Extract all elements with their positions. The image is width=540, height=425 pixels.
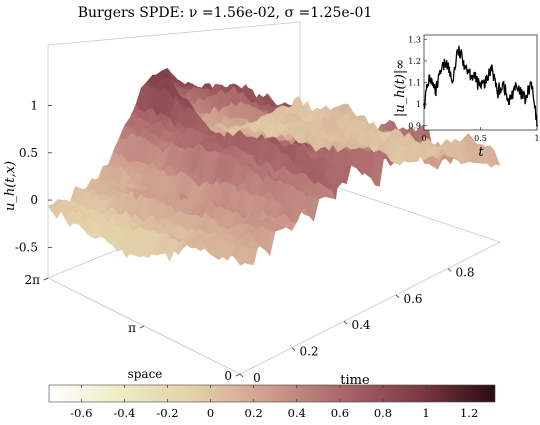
box-edge-floor-front: [240, 242, 500, 374]
time-tick-mark: [448, 268, 451, 271]
time-tick-mark: [240, 374, 243, 377]
inset-data-point: [525, 99, 527, 101]
colorbar-tick-label: -0.6: [70, 406, 92, 420]
space-tick-mark: [44, 278, 48, 280]
inset-data-point: [530, 82, 532, 84]
colorbar: -0.6 -0.4 -0.2 0 0.2 0.4 0.6 0.8 1 1.2: [49, 385, 495, 420]
time-tick-label: 0.4: [351, 318, 370, 332]
inset-data-point: [423, 103, 425, 105]
inset-data-point: [491, 64, 493, 66]
time-tick-label: 0.6: [403, 292, 422, 306]
inset-data-point: [451, 82, 453, 84]
inset-data-point: [519, 92, 521, 94]
inset-data-point: [485, 82, 487, 84]
colorbar-tick-label: 0.8: [374, 406, 392, 420]
inset-data-point: [474, 77, 476, 79]
time-tick-label: 0.8: [455, 265, 474, 279]
inset-data-point: [536, 125, 538, 127]
chart-title: Burgers SPDE: ν =1.56e-02, σ =1.25e-01: [78, 5, 373, 21]
inset-data-point: [434, 92, 436, 94]
z-tick-label: -0.5: [15, 240, 38, 254]
colorbar-tick-label: -0.4: [113, 406, 135, 420]
colorbar-tick-label: 0.6: [331, 406, 349, 420]
inset-data-point: [502, 82, 504, 84]
z-axis-ticks: -0.5 0 0.5 1: [15, 99, 52, 255]
box-edge-top-back: [48, 22, 300, 45]
inset-x-tick-label: 0.5: [474, 134, 487, 143]
space-axis-label: space: [128, 367, 163, 381]
inset-y-tick-label: 1.1: [408, 79, 421, 88]
inset-data-point: [480, 86, 482, 88]
inset-y-tick-label: 1.2: [408, 57, 421, 66]
inset-y-tick-label: 1.3: [408, 35, 421, 44]
inset-x-tick-label: 0: [421, 134, 426, 143]
z-axis-label: u_h(t,x): [3, 161, 18, 211]
inset-x-tick-label: 1: [534, 134, 539, 143]
inset-data-point: [514, 86, 516, 88]
z-tick-label: 0: [30, 193, 38, 207]
colorbar-tick-label: 0: [207, 406, 214, 420]
time-tick-label: 0.2: [299, 345, 318, 359]
z-tick-label: 1: [30, 99, 38, 113]
time-tick-mark: [344, 321, 347, 324]
inset-data-point: [468, 71, 470, 73]
inset-y-label: |u_h(t)|∞: [393, 59, 408, 117]
surface-patch: [321, 106, 331, 111]
time-tick-mark: [396, 295, 399, 298]
colorbar-tick-label: 0.2: [245, 406, 263, 420]
colorbar-tick-label: 0.4: [288, 406, 306, 420]
colorbar-tick-label: 1: [422, 406, 429, 420]
inset-x-label: t: [478, 145, 484, 160]
inset-data-point: [463, 60, 465, 62]
inset-data-point: [446, 60, 448, 62]
time-tick-mark: [292, 348, 295, 351]
colorbar-tick-label: 1.2: [460, 406, 478, 420]
inset-data-point: [508, 103, 510, 105]
inset-y-tick-label: 1: [416, 100, 421, 109]
z-tick-label: 0.5: [19, 146, 38, 160]
inset-y-tick-label: 0.9: [408, 122, 421, 131]
space-tick-label: 0: [224, 369, 232, 383]
time-tick-label: 0: [253, 371, 261, 385]
time-axis-ticks: 0 0.2 0.4 0.6 0.8: [240, 265, 475, 385]
inset-data-point: [440, 71, 442, 73]
space-tick-mark: [236, 374, 240, 376]
colorbar-gradient: [49, 385, 495, 402]
inset-data-point: [457, 49, 459, 51]
space-tick-label: 2π: [24, 273, 40, 287]
space-tick-label: π: [128, 321, 136, 335]
inset-data-point: [429, 75, 431, 77]
colorbar-tick-label: -0.2: [156, 406, 178, 420]
space-tick-mark: [140, 326, 144, 328]
inset-data-point: [497, 92, 499, 94]
